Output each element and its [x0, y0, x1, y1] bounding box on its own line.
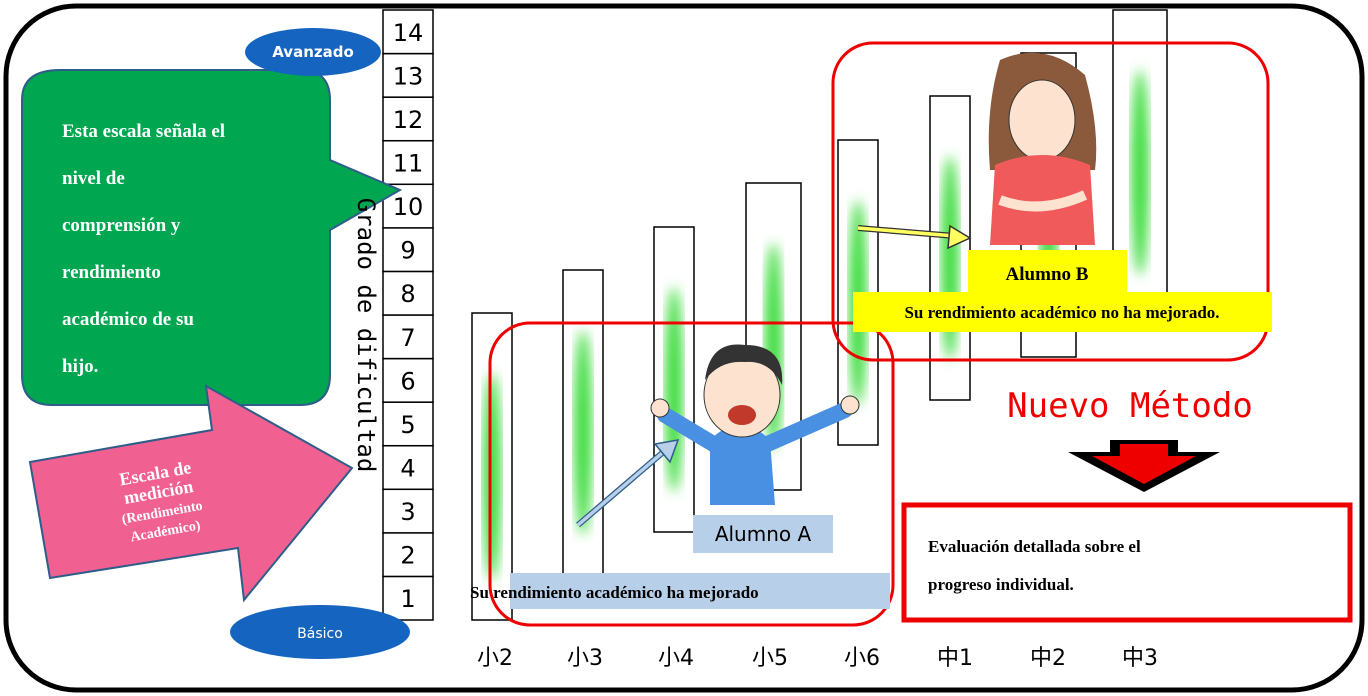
grade-label: 小2: [477, 646, 513, 671]
scale-level: 1: [400, 585, 415, 613]
diagram: 1234567891011121314 Esta escala señala e…: [0, 0, 1368, 696]
callout-line: rendimiento: [62, 262, 161, 283]
scale-level: 4: [400, 455, 415, 483]
grade-label: 中1: [937, 646, 973, 671]
grade-label: 小5: [752, 646, 788, 671]
student-b-note: Su rendimiento académico no ha mejorado.: [904, 303, 1219, 322]
scale-level: 7: [400, 324, 415, 352]
scale-level: 10: [393, 193, 424, 221]
student-b-name: Alumno B: [1006, 264, 1089, 285]
method-line: progreso individual.: [928, 575, 1074, 594]
bar-glow: [665, 287, 683, 492]
scale-level: 14: [393, 19, 424, 47]
student-a-name: Alumno A: [715, 522, 812, 546]
method-box: [904, 505, 1350, 620]
method-title: Nuevo Método: [1007, 386, 1253, 426]
scale-level: 5: [400, 411, 415, 439]
bottom-label: Básico: [297, 626, 343, 642]
scale-level: 6: [400, 367, 415, 395]
scale-level: 11: [393, 150, 424, 178]
student-a-note: Su rendimiento académico ha mejorado: [470, 583, 759, 602]
callout-line: comprensión y: [62, 215, 181, 236]
grade-label: 小3: [567, 646, 603, 671]
scale-level: 3: [400, 498, 415, 526]
callout-line: nivel de: [62, 168, 125, 189]
grade-label: 中3: [1122, 646, 1158, 671]
scale-level: 12: [393, 106, 424, 134]
top-label: Avanzado: [272, 43, 354, 61]
bar-glow: [483, 373, 501, 580]
grade-label: 中2: [1030, 646, 1066, 671]
grade-label: 小6: [844, 646, 880, 671]
callout-line: Esta escala señala el: [62, 121, 225, 142]
method-line: Evaluación detallada sobre el: [928, 537, 1141, 556]
scale-level: 9: [400, 237, 415, 265]
student-b-figure: [989, 53, 1097, 245]
scale-level: 8: [400, 280, 415, 308]
scale-level: 2: [400, 542, 415, 570]
axis-label: Grado de dificultad: [352, 198, 380, 473]
bar-glow: [574, 330, 592, 535]
scale-level: 13: [393, 62, 424, 90]
callout-line: hijo.: [62, 356, 98, 377]
callout-line: académico de su: [62, 309, 194, 330]
bar-glow: [1131, 70, 1149, 275]
grade-label: 小4: [658, 646, 694, 671]
